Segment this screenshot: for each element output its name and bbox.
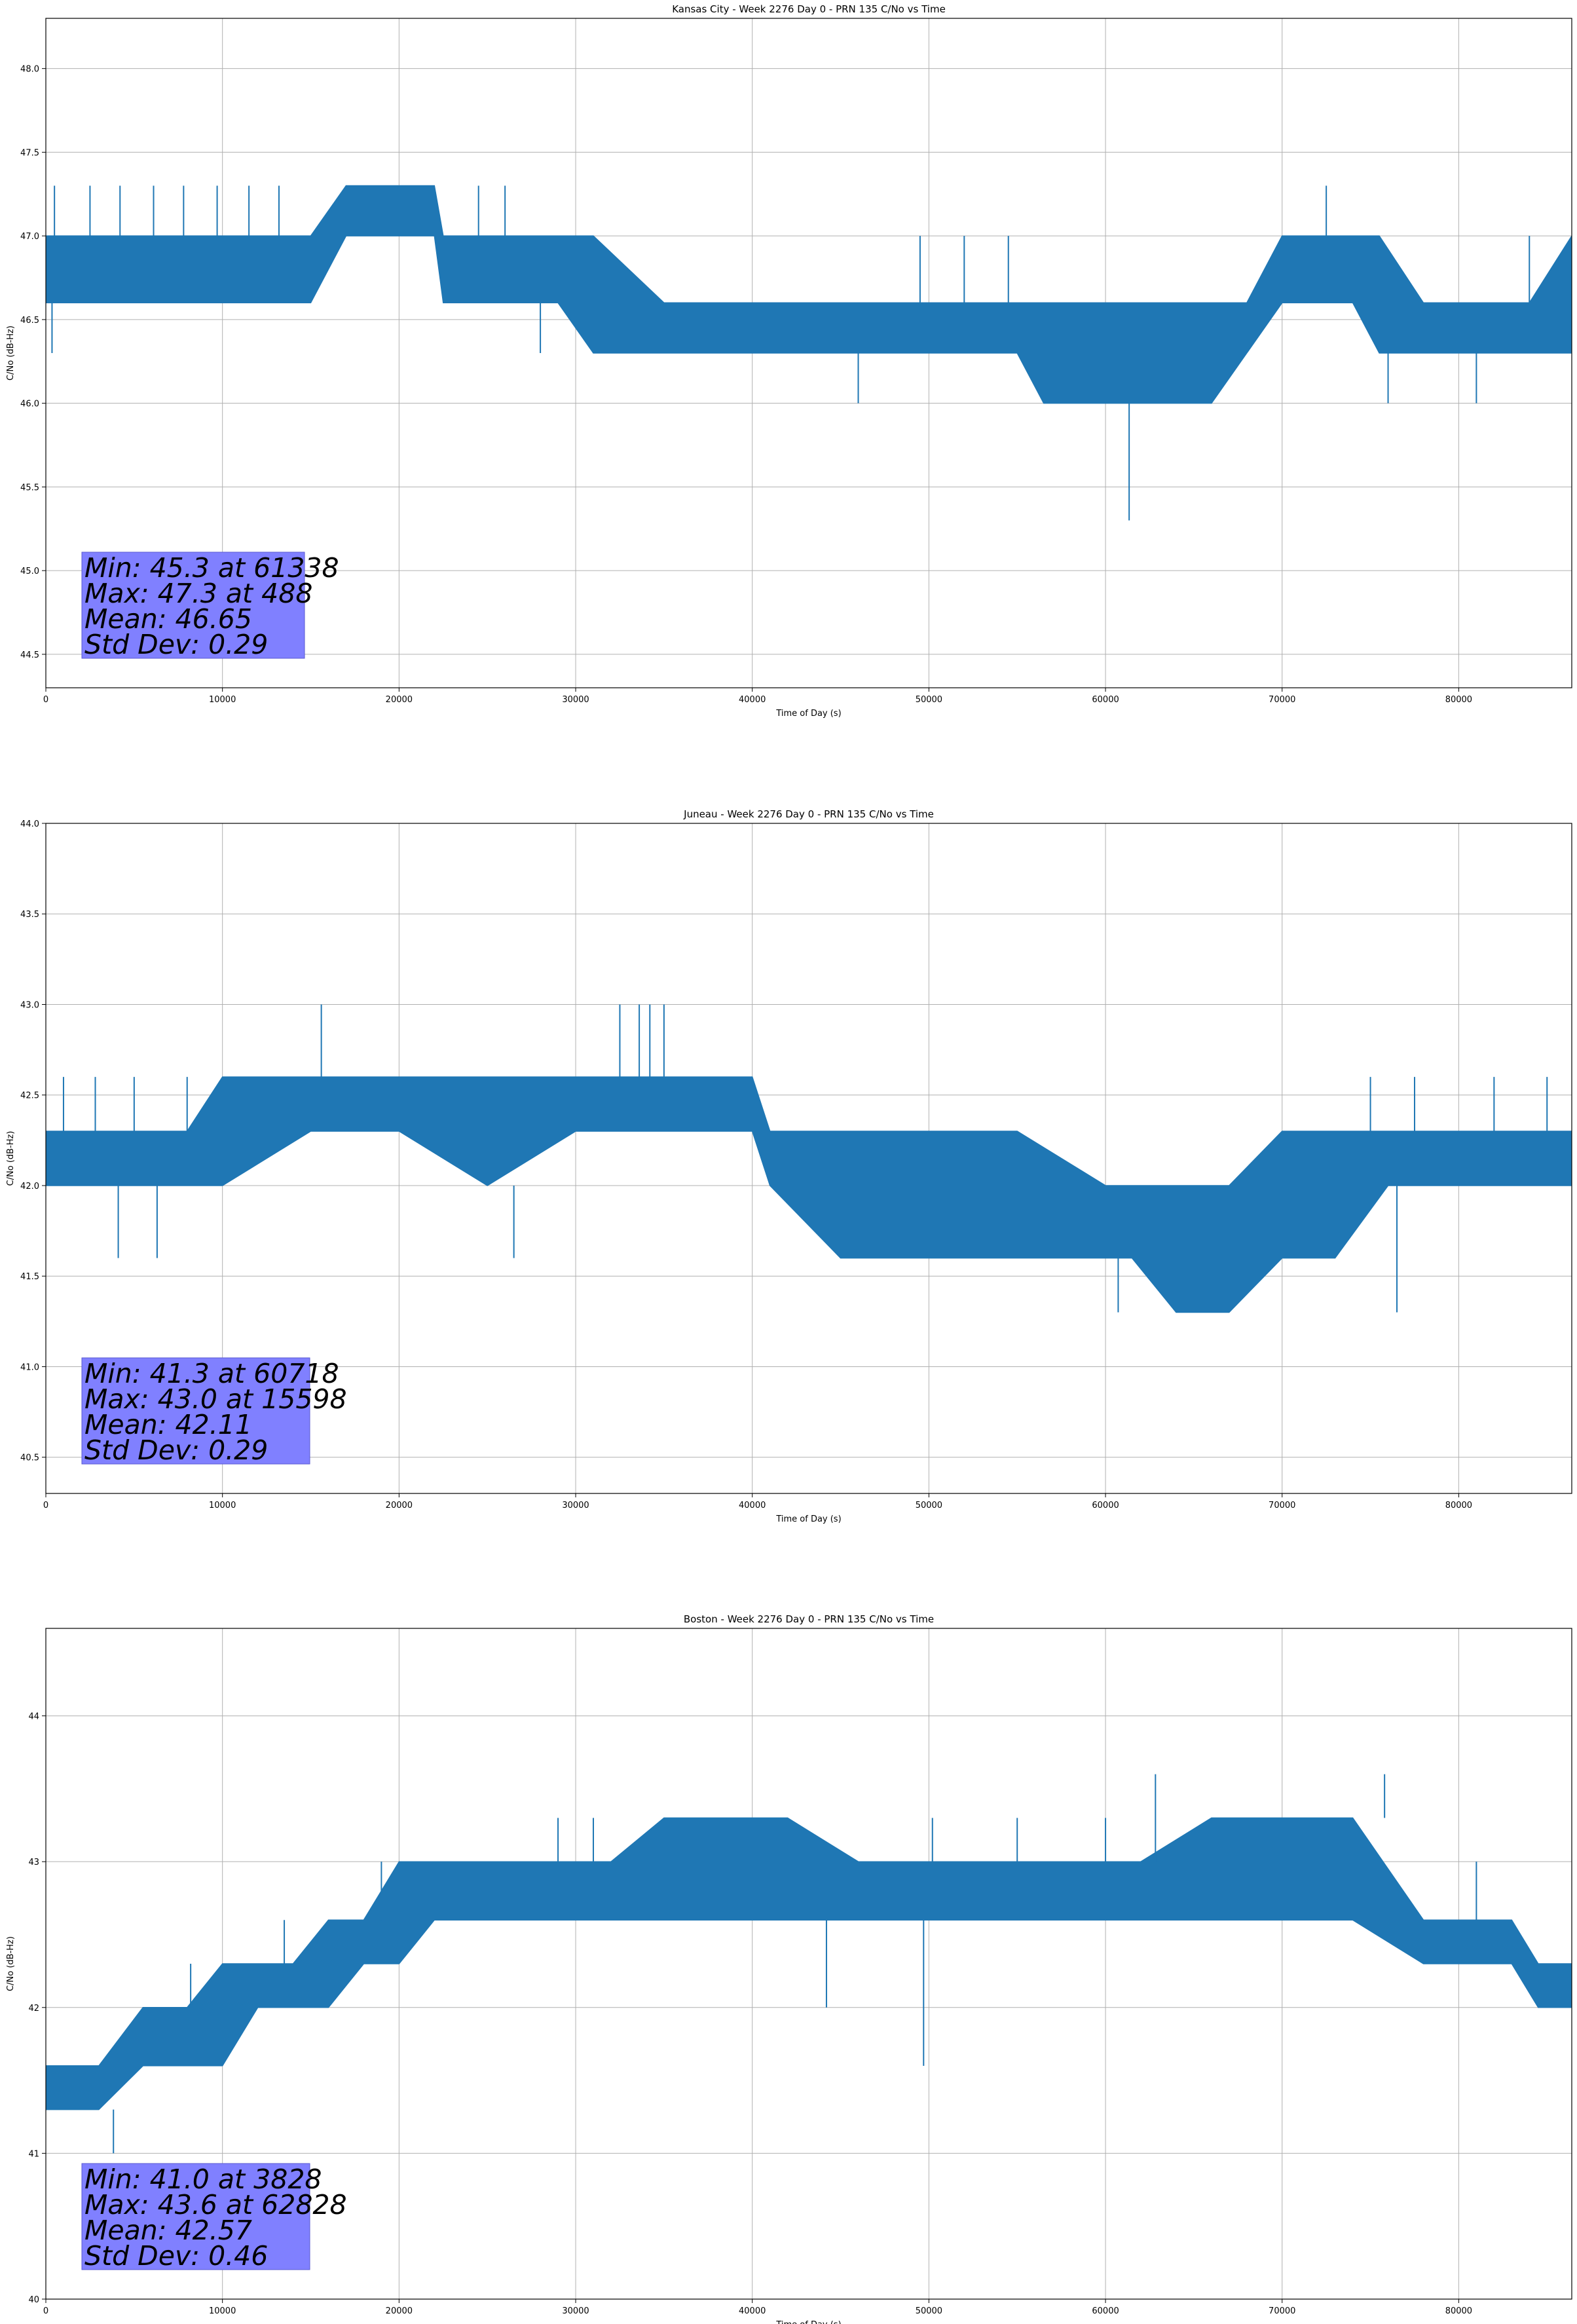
x-tick-label: 30000 <box>562 695 589 705</box>
x-tick-label: 50000 <box>916 1501 942 1510</box>
y-tick-label: 40 <box>28 2295 39 2305</box>
cno-series-band <box>46 1817 1572 2110</box>
y-tick-label: 42 <box>28 2004 39 2014</box>
y-tick-label: 44.0 <box>20 819 39 829</box>
stats-line: Std Dev: 0.46 <box>84 2240 268 2272</box>
x-tick-label: 40000 <box>739 2306 766 2316</box>
x-tick-label: 0 <box>43 695 48 705</box>
x-tick-label: 40000 <box>739 695 766 705</box>
x-tick-label: 10000 <box>209 1501 236 1510</box>
x-axis-label: Time of Day (s) <box>775 709 841 719</box>
x-tick-label: 0 <box>43 1501 48 1510</box>
x-tick-label: 70000 <box>1269 2306 1295 2316</box>
stats-box <box>81 1357 310 1465</box>
x-tick-label: 10000 <box>209 695 236 705</box>
stats-line: Min: 41.0 at 3828 <box>84 2164 322 2195</box>
stats-box <box>81 2163 310 2270</box>
stats-line: Mean: 46.65 <box>84 603 252 635</box>
x-tick-label: 70000 <box>1269 1501 1295 1510</box>
cno-series-band <box>46 1076 1572 1313</box>
x-tick-label: 60000 <box>1092 2306 1119 2316</box>
y-axis-label: C/No (dB-Hz) <box>6 1936 16 1991</box>
x-tick-label: 30000 <box>562 1501 589 1510</box>
y-tick-label: 46.5 <box>20 316 39 326</box>
x-tick-label: 80000 <box>1445 1501 1472 1510</box>
axes-frame <box>45 18 1572 688</box>
cno-series-band <box>46 185 1572 404</box>
x-tick-label: 30000 <box>562 2306 589 2316</box>
axes-frame <box>45 823 1572 1494</box>
chart-title: Boston - Week 2276 Day 0 - PRN 135 C/No … <box>684 1613 934 1625</box>
y-axis-label: C/No (dB-Hz) <box>6 1131 16 1186</box>
y-tick-label: 47.0 <box>20 232 39 242</box>
y-tick-label: 40.5 <box>20 1453 39 1463</box>
y-tick-label: 44.5 <box>20 650 39 660</box>
x-tick-label: 80000 <box>1445 2306 1472 2316</box>
x-tick-label: 50000 <box>916 695 942 705</box>
x-tick-label: 80000 <box>1445 695 1472 705</box>
stats-line: Mean: 42.11 <box>84 1409 252 1440</box>
stats-line: Std Dev: 0.29 <box>84 1434 268 1466</box>
x-tick-label: 60000 <box>1092 695 1119 705</box>
x-axis-label: Time of Day (s) <box>775 2320 841 2324</box>
chart-title: Juneau - Week 2276 Day 0 - PRN 135 C/No … <box>683 808 934 820</box>
axes-frame <box>45 1628 1572 2300</box>
y-tick-label: 47.5 <box>20 148 39 158</box>
stats-line: Min: 45.3 at 61338 <box>84 552 339 584</box>
y-tick-label: 48.0 <box>20 65 39 75</box>
chart-panel-2: 0 10000 20000 30000 40000 50000 60000 70000 8000… <box>6 1613 1572 2324</box>
y-tick-label: 45.0 <box>20 567 39 576</box>
chart-panel-0: 0 10000 20000 30000 40000 50000 60000 70000 8000… <box>6 3 1572 719</box>
stats-box <box>81 552 305 659</box>
stats-line: Std Dev: 0.29 <box>84 629 268 660</box>
y-tick-label: 42.5 <box>20 1091 39 1101</box>
y-tick-label: 41 <box>28 2149 39 2159</box>
y-tick-label: 43.0 <box>20 1000 39 1010</box>
stats-line: Max: 43.6 at 62828 <box>84 2189 347 2221</box>
y-tick-label: 42.0 <box>20 1182 39 1191</box>
stats-line: Max: 47.3 at 488 <box>84 578 312 609</box>
x-tick-label: 20000 <box>386 2306 413 2316</box>
y-tick-label: 41.5 <box>20 1272 39 1282</box>
y-tick-label: 43 <box>28 1858 39 1867</box>
chart-panel-1: 0 10000 20000 30000 40000 50000 60000 70000 8000… <box>6 808 1572 1524</box>
y-tick-label: 45.5 <box>20 483 39 493</box>
x-tick-label: 50000 <box>916 2306 942 2316</box>
x-tick-label: 10000 <box>209 2306 236 2316</box>
y-tick-label: 41.0 <box>20 1362 39 1372</box>
y-axis-label: C/No (dB-Hz) <box>6 326 16 381</box>
x-tick-label: 60000 <box>1092 1501 1119 1510</box>
y-tick-label: 43.5 <box>20 910 39 920</box>
stats-line: Max: 43.0 at 15598 <box>84 1383 347 1415</box>
x-tick-label: 20000 <box>386 695 413 705</box>
x-tick-label: 40000 <box>739 1501 766 1510</box>
chart-title: Kansas City - Week 2276 Day 0 - PRN 135 … <box>672 3 946 15</box>
y-tick-label: 44 <box>28 1712 39 1722</box>
stats-line: Min: 41.3 at 60718 <box>84 1358 339 1389</box>
stats-line: Mean: 42.57 <box>84 2215 252 2246</box>
x-tick-label: 20000 <box>386 1501 413 1510</box>
x-tick-label: 0 <box>43 2306 48 2316</box>
x-axis-label: Time of Day (s) <box>775 1514 841 1524</box>
x-tick-label: 70000 <box>1269 695 1295 705</box>
y-tick-label: 46.0 <box>20 400 39 409</box>
